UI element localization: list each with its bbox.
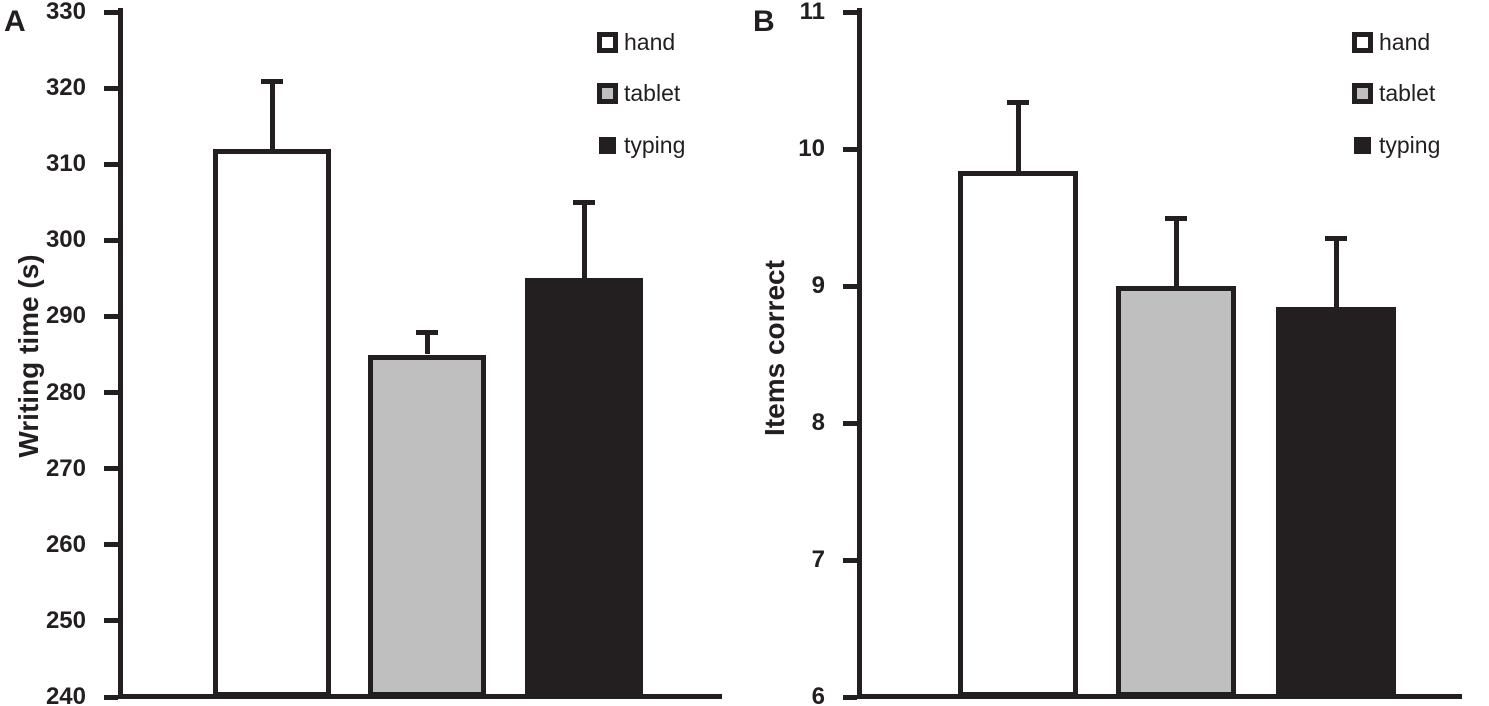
panel-a-y-tick-310	[104, 161, 118, 167]
panel-a-error-bar-hand	[269, 80, 275, 149]
panel-b-legend-swatch-typing	[1354, 136, 1371, 154]
panel-b-bar-hand	[958, 170, 1078, 697]
panel-b-error-bar-typing	[1333, 238, 1339, 307]
panel-b-error-bar-cap-hand	[1007, 100, 1029, 106]
panel-a-bar-typing	[525, 278, 643, 697]
panel-b-bar-typing	[1276, 306, 1396, 697]
panel-a-y-tick-label-320: 320	[45, 74, 86, 102]
panel-b-legend-label-hand: hand	[1379, 29, 1431, 55]
panel-b-y-tick-label-8: 8	[811, 409, 825, 436]
panel-a-y-tick-270	[104, 466, 118, 472]
panel-b-y-tick-label-9: 9	[811, 272, 825, 299]
panel-a-y-tick-label-310: 310	[45, 150, 86, 178]
panel-b-error-bar-tablet	[1173, 217, 1179, 286]
panel-b-y-tick-label-6: 6	[811, 683, 825, 706]
panel-a-y-tick-290	[104, 313, 118, 319]
panel-a-legend-swatch-hand	[597, 31, 618, 53]
panel-b-y-tick-label-10: 10	[798, 135, 825, 162]
panel-a-y-tick-300	[104, 237, 118, 243]
panel-b-y-tick-8	[843, 420, 857, 426]
panel-a-y-tick-label-290: 290	[45, 302, 86, 330]
panel-b-y-tick-6	[843, 694, 857, 700]
panel-b-y-tick-label-11: 11	[799, 0, 825, 25]
panel-b-y-tick-11	[843, 9, 857, 15]
panel-a-y-tick-280	[104, 390, 118, 396]
panel-b-y-tick-label-7: 7	[811, 546, 825, 573]
panel-b-legend-label-typing: typing	[1379, 132, 1441, 158]
panel-a-y-tick-320	[104, 85, 118, 91]
panel-b-error-bar-hand	[1015, 102, 1021, 171]
panel-a-legend-swatch-typing	[599, 136, 616, 154]
panel-a-error-bar-tablet	[424, 331, 430, 355]
panel-a-legend-swatch-tablet	[597, 82, 618, 104]
panel-a-y-tick-label-240: 240	[45, 683, 86, 706]
panel-b-y-tick-9	[843, 283, 857, 289]
panel-a-error-bar-typing	[581, 202, 587, 279]
panel-a-y-tick-250	[104, 618, 118, 624]
panel-a-letter: A	[4, 5, 26, 38]
panel-a-y-axis-line	[118, 8, 123, 699]
panel-b-legend-label-tablet: tablet	[1379, 80, 1436, 106]
panel-b-y-tick-10	[843, 146, 857, 152]
panel-b-y-tick-7	[843, 557, 857, 563]
panel-a-legend-label-typing: typing	[624, 132, 686, 158]
panel-a-y-tick-260	[104, 542, 118, 548]
panel-a-y-tick-label-250: 250	[45, 606, 86, 634]
panel-b-y-axis-line	[857, 8, 862, 699]
panel-a-y-tick-label-260: 260	[45, 530, 86, 558]
panel-a-legend-label-tablet: tablet	[624, 80, 681, 106]
panel-a-legend-label-hand: hand	[624, 29, 676, 55]
panel-a-bar-hand	[213, 149, 331, 697]
panel-a-y-tick-240	[104, 694, 118, 700]
panel-a-error-bar-cap-hand	[261, 78, 283, 84]
panel-a-y-tick-label-280: 280	[45, 378, 86, 406]
panel-b-error-bar-cap-tablet	[1165, 215, 1187, 221]
panel-a-bar-tablet	[368, 354, 486, 697]
panel-a-y-tick-label-330: 330	[45, 0, 86, 25]
panel-a-y-axis-title: Writing time (s)	[13, 254, 44, 458]
panel-b-error-bar-cap-typing	[1325, 236, 1347, 242]
panel-a-y-tick-label-270: 270	[45, 454, 86, 482]
panel-b-legend-swatch-tablet	[1352, 82, 1373, 104]
panel-a-y-tick-330	[104, 9, 118, 15]
panel-a-error-bar-cap-tablet	[416, 329, 438, 335]
panel-b-legend-swatch-hand	[1352, 31, 1373, 53]
panel-b-bar-tablet	[1116, 286, 1236, 697]
panel-a-error-bar-cap-typing	[573, 200, 595, 206]
panel-b-letter: B	[753, 5, 775, 38]
panel-a-y-tick-label-300: 300	[45, 226, 86, 254]
